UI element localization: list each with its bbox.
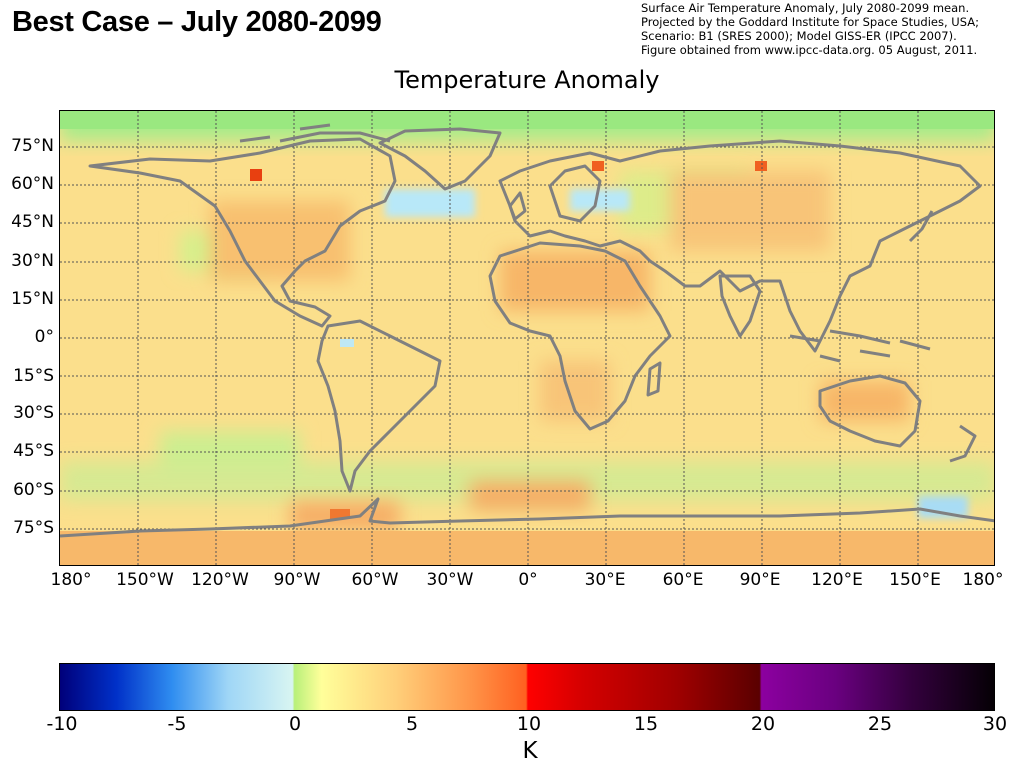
colorbar-tick: -10 <box>46 713 78 735</box>
map-canvas <box>60 111 994 565</box>
lon-label-180w: 180° <box>50 570 92 590</box>
credit-line: Projected by the Goddard Institute for S… <box>641 15 979 29</box>
north-america-outline <box>88 137 397 328</box>
lat-label-15n: 15°N <box>11 289 54 309</box>
lon-label-90e: 90°E <box>739 570 781 590</box>
anomaly-map <box>59 110 995 566</box>
colorbar <box>59 663 995 711</box>
lon-label-60e: 60°E <box>662 570 704 590</box>
credit-line: Surface Air Temperature Anomaly, July 20… <box>641 1 970 15</box>
lon-label-30e: 30°E <box>584 570 626 590</box>
coastlines <box>60 123 994 538</box>
lon-label-30w: 30°W <box>426 570 474 590</box>
australia-outline <box>818 374 922 448</box>
lat-label-75s: 75°S <box>13 518 54 538</box>
lat-label-0: 0° <box>34 327 54 347</box>
arctic-islands-outline <box>239 123 391 143</box>
colorbar-tick: 20 <box>750 713 776 735</box>
colorbar-tick: 25 <box>867 713 893 735</box>
lon-label-60w: 60°W <box>351 570 399 590</box>
se-asia-islands-outline <box>789 329 931 363</box>
credit-line: Figure obtained from www.ipcc-data.org. … <box>641 43 978 57</box>
lon-label-150w: 150°W <box>116 570 174 590</box>
lon-label-90w: 90°W <box>273 570 321 590</box>
new-zealand-outline <box>949 424 977 463</box>
lat-label-60n: 60°N <box>11 174 54 194</box>
colorbar-tick: -5 <box>167 713 187 735</box>
lat-label-30n: 30°N <box>11 251 54 271</box>
credit-line: Scenario: B1 (SRES 2000); Model GISS-ER … <box>641 29 957 43</box>
colorbar-tick: 15 <box>633 713 659 735</box>
south-america-outline <box>316 319 442 493</box>
madagascar-outline <box>646 361 662 397</box>
antarctica-outline <box>60 497 994 538</box>
lon-label-120e: 120°E <box>811 570 863 590</box>
lat-label-45n: 45°N <box>11 212 54 232</box>
lat-label-60s: 60°S <box>13 480 54 500</box>
uk-outline <box>508 191 527 221</box>
slide-title: Best Case – July 2080-2099 <box>12 6 382 38</box>
africa-outline <box>488 241 672 431</box>
lat-label-45s: 45°S <box>13 441 54 461</box>
colorbar-tick: 30 <box>982 713 1008 735</box>
lon-label-150e: 150°E <box>889 570 941 590</box>
eurasia-outline <box>498 139 982 353</box>
lat-label-15s: 15°S <box>13 366 54 386</box>
lon-label-120w: 120°W <box>191 570 249 590</box>
lon-label-180e: 180° <box>962 570 1004 590</box>
india-outline <box>718 274 762 338</box>
scandinavia-outline <box>548 164 602 223</box>
colorbar-tick: 10 <box>516 713 542 735</box>
greenland-outline <box>378 127 502 191</box>
lat-label-30s: 30°S <box>13 403 54 423</box>
figure-credits: Surface Air Temperature Anomaly, July 20… <box>641 1 1024 57</box>
colorbar-tick: 0 <box>288 713 302 735</box>
lat-label-75n: 75°N <box>11 136 54 156</box>
map-title: Temperature Anomaly <box>394 66 660 94</box>
japan-outline <box>908 210 934 243</box>
lon-label-0: 0° <box>518 570 538 590</box>
colorbar-tick: 5 <box>405 713 419 735</box>
colorbar-unit: K <box>522 738 538 764</box>
